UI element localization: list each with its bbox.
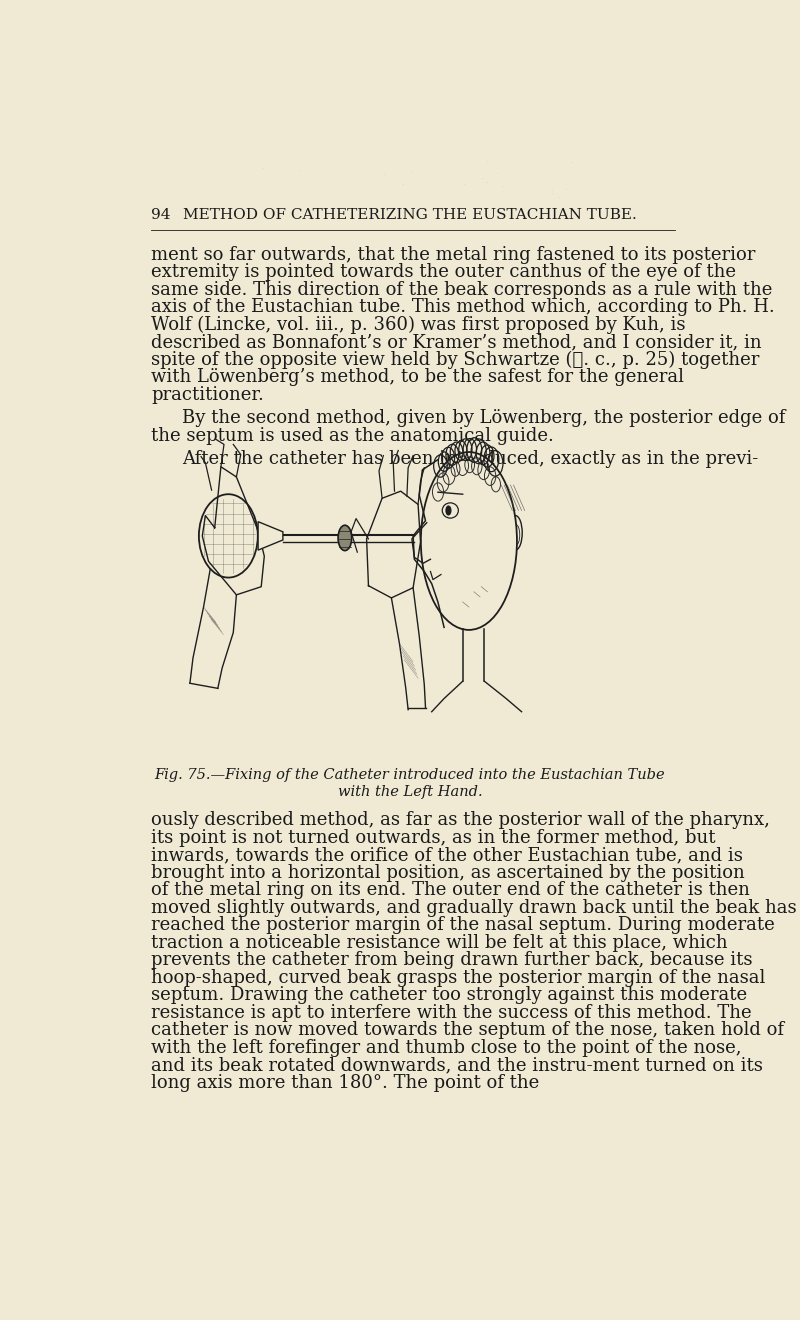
Text: traction a noticeable resistance will be felt at this place, which: traction a noticeable resistance will be…	[151, 933, 728, 952]
Text: same side. This direction of the beak corresponds as a rule with the: same side. This direction of the beak co…	[151, 281, 773, 298]
Text: inwards, towards the orifice of the other Eustachian tube, and is: inwards, towards the orifice of the othe…	[151, 846, 743, 865]
Text: hoop-shaped, curved beak grasps the posterior margin of the nasal: hoop-shaped, curved beak grasps the post…	[151, 969, 766, 986]
Polygon shape	[258, 521, 283, 550]
Text: long axis more than 180°. The point of the: long axis more than 180°. The point of t…	[151, 1073, 540, 1092]
Text: ·: ·	[464, 182, 466, 187]
Ellipse shape	[509, 516, 522, 550]
Text: resistance is apt to interfere with the success of this method. The: resistance is apt to interfere with the …	[151, 1003, 752, 1022]
Text: ·: ·	[502, 185, 504, 190]
Text: ·: ·	[400, 165, 401, 169]
Text: moved slightly outwards, and gradually drawn back until the beak has: moved slightly outwards, and gradually d…	[151, 899, 797, 917]
Text: ·: ·	[551, 191, 553, 197]
Text: prevents the catheter from being drawn further back, because its: prevents the catheter from being drawn f…	[151, 952, 753, 969]
Text: ·: ·	[307, 178, 308, 182]
Text: Fig. 75.—Fixing of the Catheter introduced into the Eustachian Tube: Fig. 75.—Fixing of the Catheter introduc…	[154, 768, 666, 781]
Text: By the second method, given by Löwenberg, the posterior edge of: By the second method, given by Löwenberg…	[182, 409, 786, 428]
Ellipse shape	[338, 525, 352, 550]
Text: ·: ·	[570, 160, 573, 165]
Text: ·: ·	[331, 180, 333, 183]
Ellipse shape	[446, 506, 451, 516]
Text: ·: ·	[566, 187, 567, 193]
Text: ·: ·	[486, 158, 488, 164]
Text: Wolf (Lincke, vol. iii., p. 360) was first proposed by Kuh, is: Wolf (Lincke, vol. iii., p. 360) was fir…	[151, 315, 686, 334]
Text: ·: ·	[568, 170, 569, 174]
Text: reached the posterior margin of the nasal septum. During moderate: reached the posterior margin of the nasa…	[151, 916, 775, 935]
Text: ·: ·	[384, 172, 386, 177]
Text: After the catheter has been introduced, exactly as in the previ-: After the catheter has been introduced, …	[182, 450, 758, 469]
Text: 94: 94	[151, 209, 171, 222]
Text: practitioner.: practitioner.	[151, 385, 264, 404]
Text: METHOD OF CATHETERIZING THE EUSTACHIAN TUBE.: METHOD OF CATHETERIZING THE EUSTACHIAN T…	[183, 209, 637, 222]
Text: ·: ·	[551, 189, 553, 193]
Text: the septum is used as the anatomical guide.: the septum is used as the anatomical gui…	[151, 426, 554, 445]
Text: catheter is now moved towards the septum of the nose, taken hold of: catheter is now moved towards the septum…	[151, 1022, 785, 1039]
Text: extremity is pointed towards the outer canthus of the eye of the: extremity is pointed towards the outer c…	[151, 263, 737, 281]
Ellipse shape	[199, 494, 258, 578]
Text: septum. Drawing the catheter too strongly against this moderate: septum. Drawing the catheter too strongl…	[151, 986, 747, 1005]
Text: with Löwenberg’s method, to be the safest for the general: with Löwenberg’s method, to be the safes…	[151, 368, 685, 387]
Text: brought into a horizontal position, as ascertained by the position: brought into a horizontal position, as a…	[151, 863, 746, 882]
Text: ·: ·	[343, 174, 344, 178]
Text: ·: ·	[496, 170, 498, 176]
Text: axis of the Eustachian tube. This method which, according to Ph. H.: axis of the Eustachian tube. This method…	[151, 298, 775, 317]
Text: ·: ·	[262, 166, 264, 172]
Text: ·: ·	[482, 177, 483, 181]
Text: with the Left Hand.: with the Left Hand.	[338, 785, 482, 799]
Text: ·: ·	[298, 168, 300, 173]
Text: ·: ·	[559, 195, 561, 201]
Text: ·: ·	[368, 194, 370, 198]
Text: ·: ·	[485, 180, 487, 186]
Text: ·: ·	[401, 182, 403, 187]
Text: and its beak rotated downwards, and the instru-ment turned on its: and its beak rotated downwards, and the …	[151, 1056, 763, 1074]
Text: spite of the opposite view held by Schwartze (ℓ. c., p. 25) together: spite of the opposite view held by Schwa…	[151, 351, 760, 370]
Text: described as Bonnafont’s or Kramer’s method, and I consider it, in: described as Bonnafont’s or Kramer’s met…	[151, 333, 762, 351]
Text: ·: ·	[342, 178, 345, 183]
Text: with the left forefinger and thumb close to the point of the nose,: with the left forefinger and thumb close…	[151, 1039, 742, 1056]
Ellipse shape	[421, 451, 517, 630]
Text: of the metal ring on its end. The outer end of the catheter is then: of the metal ring on its end. The outer …	[151, 882, 750, 899]
Text: ·: ·	[409, 170, 411, 176]
Text: ·: ·	[410, 194, 411, 198]
Text: ously described method, as far as the posterior wall of the pharynx,: ously described method, as far as the po…	[151, 812, 770, 829]
Text: ·: ·	[380, 197, 381, 201]
Text: ment so far outwards, that the metal ring fastened to its posterior: ment so far outwards, that the metal rin…	[151, 246, 756, 264]
Text: its point is not turned outwards, as in the former method, but: its point is not turned outwards, as in …	[151, 829, 716, 847]
